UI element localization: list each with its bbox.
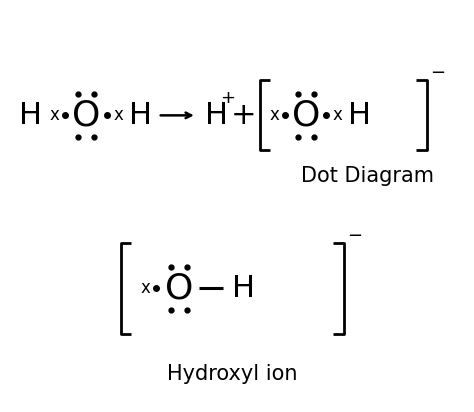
Text: x: x <box>269 106 279 124</box>
Text: −: − <box>347 227 363 245</box>
Text: H: H <box>232 274 255 303</box>
Text: H: H <box>348 101 371 130</box>
Text: +: + <box>230 101 256 130</box>
Text: +: + <box>220 89 235 107</box>
Text: O: O <box>292 98 320 132</box>
Text: H: H <box>19 101 42 130</box>
Text: x: x <box>50 106 59 124</box>
Text: −: − <box>430 64 445 82</box>
Text: H: H <box>129 101 152 130</box>
Text: H: H <box>205 101 228 130</box>
Text: Dot Diagram: Dot Diagram <box>301 166 434 186</box>
Text: x: x <box>332 106 342 124</box>
Text: O: O <box>165 272 193 305</box>
Text: Hydroxyl ion: Hydroxyl ion <box>167 364 298 384</box>
Text: x: x <box>141 279 150 297</box>
Text: O: O <box>72 98 100 132</box>
Text: x: x <box>113 106 123 124</box>
